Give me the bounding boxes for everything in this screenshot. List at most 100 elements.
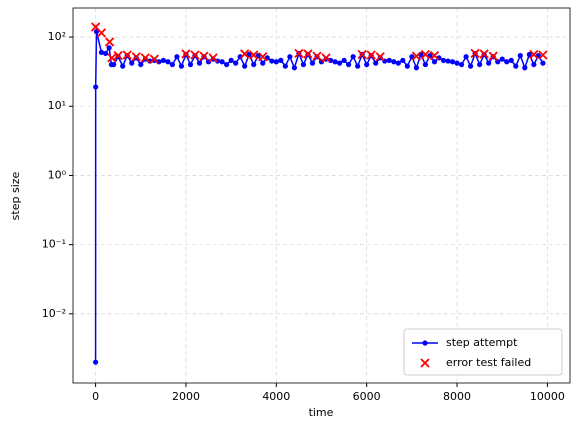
- error-marker: [357, 49, 367, 60]
- point: [422, 61, 429, 68]
- point: [517, 52, 523, 59]
- error-marker: [294, 48, 304, 59]
- error-marker: [240, 49, 250, 59]
- point: [282, 63, 288, 69]
- error-marker: [470, 48, 480, 59]
- error-marker: [411, 51, 422, 61]
- error-marker: [104, 37, 115, 47]
- point: [468, 63, 474, 69]
- point: [300, 61, 307, 68]
- point: [233, 60, 239, 66]
- point: [477, 61, 483, 68]
- x-tick-label: 6000: [353, 390, 381, 403]
- point: [531, 61, 537, 68]
- point: [373, 60, 379, 66]
- point: [160, 57, 166, 63]
- point: [120, 63, 126, 69]
- x-tick-label: 0: [92, 390, 99, 403]
- point: [454, 60, 460, 66]
- point: [111, 61, 117, 68]
- point: [242, 63, 248, 69]
- error-marker: [190, 50, 200, 60]
- point: [93, 84, 99, 90]
- error-marker: [321, 53, 331, 63]
- point: [269, 58, 275, 64]
- point: [291, 65, 297, 71]
- point: [187, 61, 194, 68]
- error-marker: [258, 52, 268, 62]
- error-marker: [208, 53, 218, 63]
- x-tick-label: 2000: [172, 390, 200, 403]
- point: [413, 65, 419, 71]
- x-tick-label: 10000: [530, 390, 565, 403]
- point: [350, 54, 356, 60]
- error-marker: [113, 50, 123, 61]
- error-marker: [199, 51, 209, 61]
- point: [165, 59, 171, 65]
- point: [309, 60, 316, 66]
- point: [400, 57, 406, 63]
- point: [504, 59, 510, 65]
- point: [341, 57, 347, 63]
- x-tick-label: 8000: [443, 390, 471, 403]
- error-marker: [312, 51, 322, 61]
- point: [499, 56, 505, 62]
- point: [513, 63, 519, 69]
- point: [102, 50, 109, 57]
- error-marker: [479, 49, 489, 59]
- x-tick-label: 4000: [262, 390, 290, 403]
- point: [224, 61, 230, 68]
- error-marker: [529, 49, 539, 60]
- error-marker: [538, 50, 548, 60]
- error-marker: [420, 49, 431, 60]
- point: [246, 51, 252, 58]
- point: [260, 60, 266, 66]
- point: [273, 59, 279, 65]
- error-marker: [429, 50, 440, 61]
- error-marker: [375, 52, 385, 62]
- y-tick-label: 10⁰: [48, 168, 67, 181]
- point: [355, 63, 361, 69]
- point: [463, 54, 469, 60]
- point: [391, 59, 397, 65]
- point: [98, 49, 105, 56]
- point: [386, 57, 392, 63]
- error-marker: [96, 28, 107, 38]
- legend-box: [403, 328, 563, 376]
- point: [129, 60, 135, 66]
- point: [169, 61, 175, 68]
- point: [431, 59, 438, 65]
- point: [458, 61, 465, 68]
- error-marker: [149, 54, 159, 64]
- point: [395, 60, 401, 66]
- point: [440, 57, 447, 63]
- point: [332, 59, 338, 65]
- point: [92, 359, 99, 365]
- point: [106, 45, 112, 51]
- plot-frame: [72, 7, 571, 384]
- x-axis-label: time: [309, 406, 334, 419]
- legend-marker: [422, 340, 428, 346]
- error-marker: [181, 49, 191, 59]
- error-marker: [140, 53, 150, 63]
- error-marker: [122, 50, 132, 60]
- point: [346, 61, 352, 68]
- y-tick-label: 10⁻²: [42, 307, 66, 320]
- point: [404, 63, 410, 69]
- point: [251, 61, 257, 68]
- legend-marker: [420, 358, 430, 368]
- point: [174, 54, 180, 60]
- point: [219, 59, 225, 65]
- error-marker: [249, 50, 259, 60]
- error-marker: [366, 50, 376, 60]
- point: [445, 58, 451, 64]
- y-tick-label: 10²: [48, 30, 66, 43]
- error-marker: [131, 52, 141, 62]
- point: [278, 57, 284, 63]
- point: [178, 63, 185, 69]
- point: [228, 57, 234, 63]
- y-tick-label: 10¹: [48, 99, 66, 112]
- point: [287, 54, 293, 60]
- error-marker: [488, 51, 498, 61]
